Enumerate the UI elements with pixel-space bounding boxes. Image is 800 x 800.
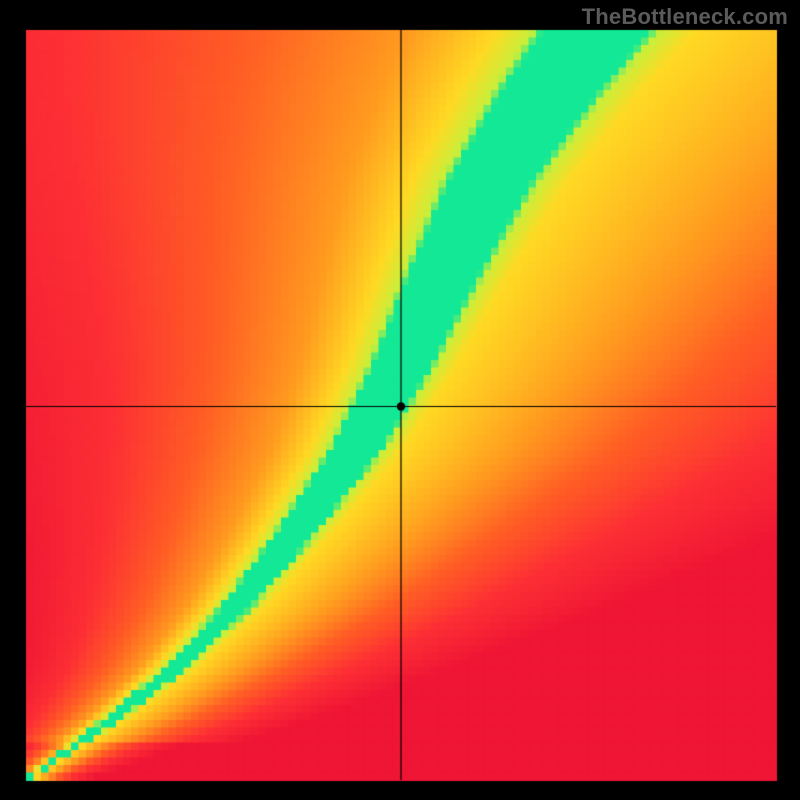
attribution-watermark: TheBottleneck.com xyxy=(582,4,788,30)
bottleneck-heatmap xyxy=(0,0,800,800)
chart-container: { "attribution": { "text": "TheBottlenec… xyxy=(0,0,800,800)
